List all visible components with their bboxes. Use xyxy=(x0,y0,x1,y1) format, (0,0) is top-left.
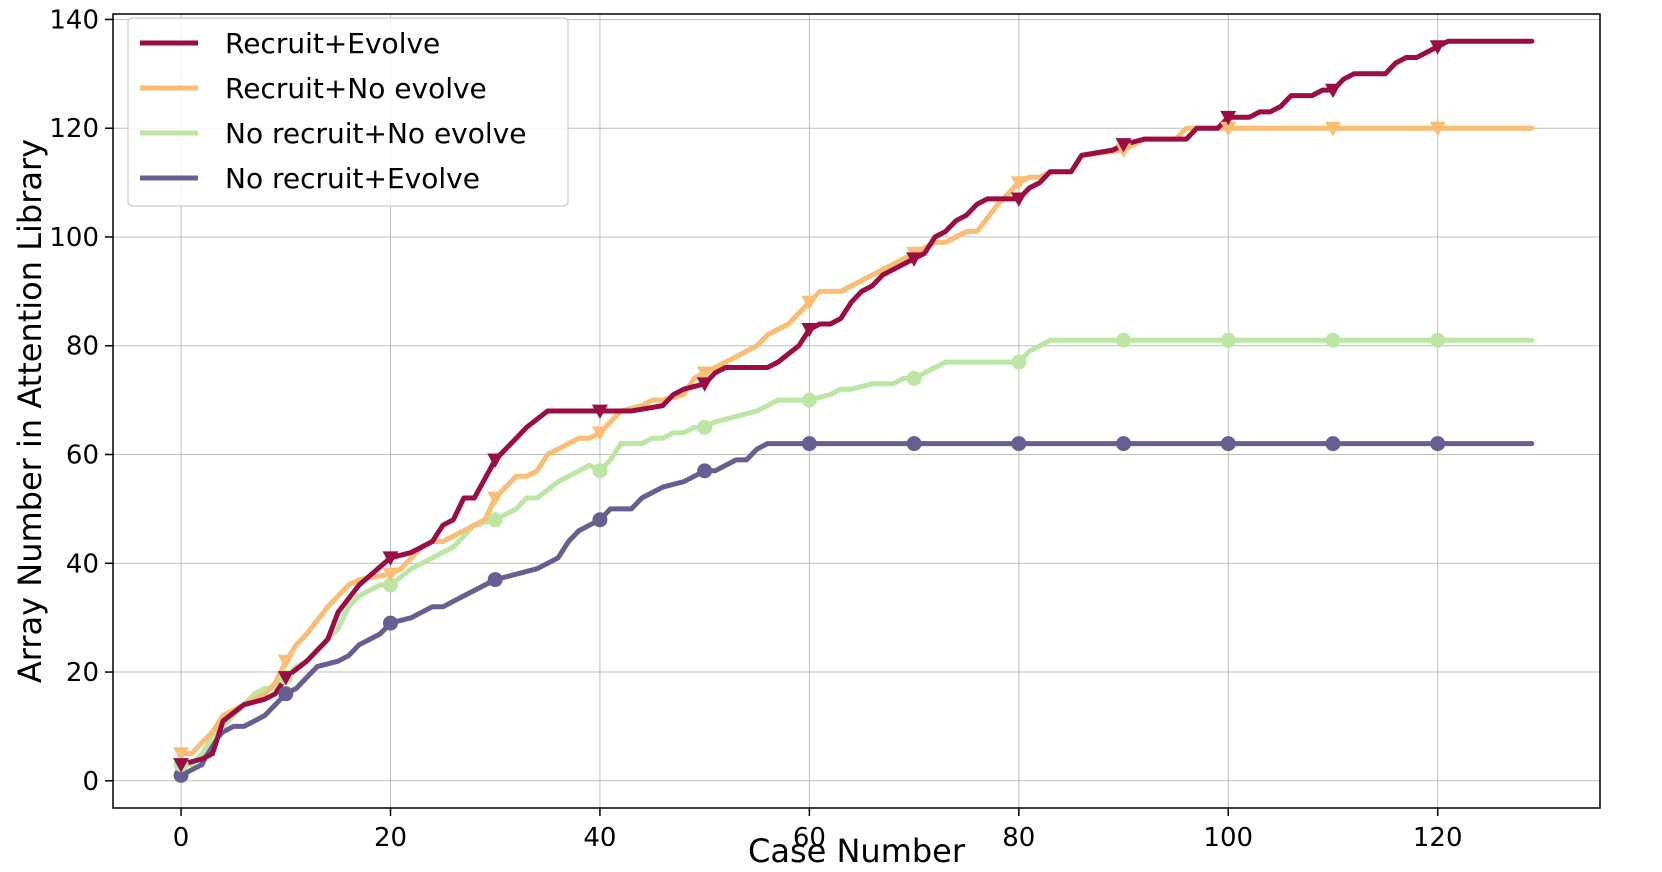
data-point xyxy=(592,512,608,528)
data-point xyxy=(1011,354,1027,370)
data-point xyxy=(697,419,713,435)
data-point xyxy=(906,436,922,452)
series-lines xyxy=(178,38,1535,778)
data-point xyxy=(1429,121,1446,137)
x-tick-label: 100 xyxy=(1203,823,1253,853)
legend: Recruit+Evolve Recruit+No evolve No recrui… xyxy=(127,17,569,207)
data-point xyxy=(173,758,190,773)
data-point xyxy=(1220,332,1236,348)
legend-label: No recruit+No evolve xyxy=(225,117,526,150)
data-point xyxy=(1430,436,1446,452)
data-point xyxy=(1429,40,1446,55)
data-point xyxy=(801,323,818,338)
data-point xyxy=(487,491,504,507)
x-tick-label: 120 xyxy=(1413,823,1463,853)
data-point xyxy=(1010,176,1027,191)
data-point xyxy=(1325,436,1341,452)
y-tick-label: 140 xyxy=(49,5,99,35)
data-point xyxy=(1011,436,1027,452)
y-tick-label: 60 xyxy=(66,441,99,471)
y-tick-label: 80 xyxy=(66,332,99,362)
data-point xyxy=(801,436,817,452)
data-point xyxy=(1220,436,1236,452)
data-point xyxy=(277,671,294,686)
data-point xyxy=(591,404,608,419)
plot-frame xyxy=(112,13,1601,809)
data-point xyxy=(801,295,818,311)
x-tick-label: 80 xyxy=(1002,823,1035,853)
y-axis-title: Array Number in Attention Library xyxy=(11,139,49,683)
data-point xyxy=(801,392,817,408)
data-point xyxy=(173,747,190,762)
y-tick-label: 40 xyxy=(66,549,99,579)
data-point xyxy=(382,551,399,566)
series-line-3 xyxy=(178,441,1535,778)
data-point xyxy=(906,370,922,386)
data-point xyxy=(487,572,503,588)
data-point xyxy=(383,615,399,631)
data-point xyxy=(382,567,399,583)
data-point xyxy=(383,577,399,593)
data-point xyxy=(1010,192,1027,207)
x-tick-label: 0 xyxy=(173,823,190,853)
data-point xyxy=(1324,121,1341,137)
data-point xyxy=(278,686,294,702)
legend-label: Recruit+No evolve xyxy=(225,72,487,105)
legend-label: No recruit+Evolve xyxy=(225,162,480,195)
x-tick-label: 40 xyxy=(583,823,616,853)
data-point xyxy=(1220,121,1237,137)
data-point xyxy=(173,767,189,783)
data-point xyxy=(1115,138,1132,153)
data-point xyxy=(1324,83,1341,99)
legend-box xyxy=(127,17,569,207)
data-point xyxy=(696,377,713,392)
x-axis-title: Case Number xyxy=(748,832,966,870)
data-point xyxy=(1116,436,1132,452)
series-line-1 xyxy=(178,125,1535,757)
x-tick-label: 60 xyxy=(793,823,826,853)
data-point xyxy=(1430,332,1446,348)
data-point xyxy=(487,453,504,468)
x-tick-label: 20 xyxy=(374,823,407,853)
data-point xyxy=(487,512,503,528)
series-line-0 xyxy=(178,38,1535,767)
y-tick-label: 20 xyxy=(66,658,99,688)
data-point xyxy=(1116,332,1132,348)
axis-ticks: 0 20 40 60 80 100 120 0 20 40 60 80 100 120 140 xyxy=(49,5,1462,853)
series-markers xyxy=(173,40,1446,783)
data-point xyxy=(696,366,713,381)
data-point xyxy=(592,463,608,479)
data-point xyxy=(906,252,923,267)
y-tick-label: 120 xyxy=(49,114,99,144)
data-point xyxy=(277,654,294,670)
data-point xyxy=(697,463,713,479)
legend-label: Recruit+Evolve xyxy=(225,27,440,60)
data-point xyxy=(1220,110,1237,126)
data-point xyxy=(591,426,608,441)
y-tick-label: 100 xyxy=(49,223,99,253)
data-point xyxy=(1325,332,1341,348)
y-tick-label: 0 xyxy=(82,767,99,797)
